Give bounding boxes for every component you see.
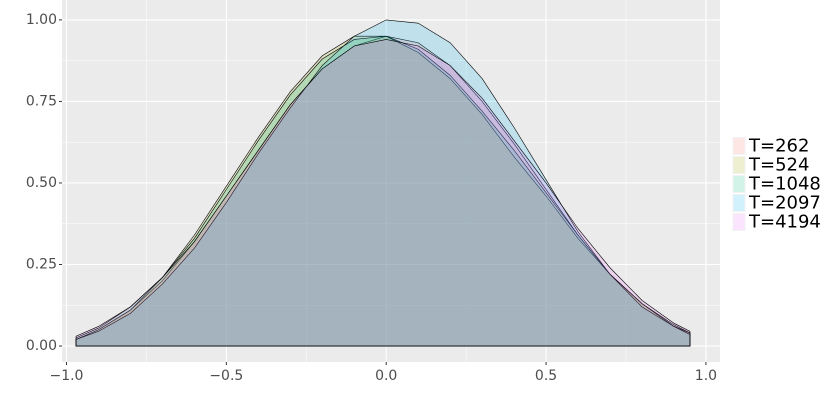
x-tick-label: 0.0 (375, 368, 397, 384)
y-tick-label: 0.50 (26, 175, 57, 191)
density-area (75, 19, 691, 347)
y-tick-label: 0.25 (26, 256, 57, 272)
legend-label: T=262 (748, 136, 809, 157)
legend-label: T=1048 (748, 174, 821, 195)
y-tick-label: 0.75 (26, 93, 57, 109)
x-tick-label: −1.0 (49, 368, 83, 384)
panel (62, 0, 720, 362)
legend-key (732, 194, 746, 212)
legend-key (732, 156, 746, 174)
legend-label: T=4194 (748, 212, 821, 233)
x-tick-label: 0.5 (535, 368, 557, 384)
x-tick-label: 1.0 (695, 368, 717, 384)
legend-label: T=2097 (748, 193, 821, 214)
legend-key (732, 137, 746, 155)
density-area (75, 39, 691, 347)
y-tick-label: 1.00 (26, 12, 57, 28)
legend-key (732, 213, 746, 231)
x-tick-label: −0.5 (209, 368, 243, 384)
legend-key (732, 175, 746, 193)
y-tick-label: 0.00 (26, 338, 57, 354)
legend-label: T=524 (748, 155, 809, 176)
